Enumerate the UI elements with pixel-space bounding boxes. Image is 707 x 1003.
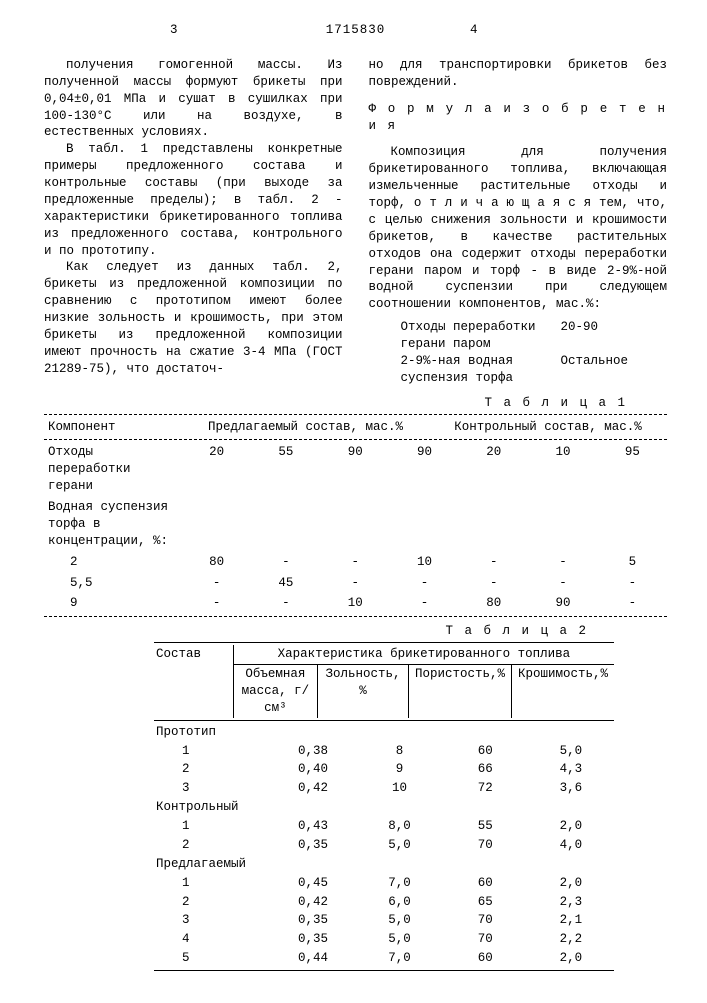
t2-head-char: Характеристика брикетированного топлива bbox=[233, 645, 614, 664]
right-paragraph-1: но для транспортировки брикетов без повр… bbox=[369, 57, 668, 91]
t1-row1-label: Отходы переработки герани bbox=[44, 442, 182, 497]
comp-value-2: Остальное bbox=[561, 353, 646, 387]
table-row: 40,355,0702,2 bbox=[154, 930, 614, 949]
right-paragraph-2: Композиция для получения брикетированног… bbox=[369, 144, 668, 313]
text-columns: получения гомогенной массы. Из полученно… bbox=[44, 57, 667, 387]
table1-label: Т а б л и ц а 1 bbox=[44, 395, 627, 412]
table2-label: Т а б л и ц а 2 bbox=[154, 623, 614, 640]
table-row: 50,447,0602,0 bbox=[154, 949, 614, 968]
t1-head-control: Контрольный состав, мас.% bbox=[429, 417, 667, 438]
t2-h3: Пористость,% bbox=[408, 665, 511, 718]
table-row: 20,426,0652,3 bbox=[154, 893, 614, 912]
patent-page: { "doc_number": "1715830", "page_left": … bbox=[0, 0, 707, 1003]
table-row: 20,409664,3 bbox=[154, 760, 614, 779]
table-row: Прототип bbox=[154, 723, 614, 742]
left-column: получения гомогенной массы. Из полученно… bbox=[44, 57, 343, 387]
table1: Компонент Предлагаемый состав, мас.% Кон… bbox=[44, 414, 667, 618]
formula-title: Ф о р м у л а и з о б р е т е н и я bbox=[369, 101, 668, 135]
table2: Т а б л и ц а 2 Состав Характеристика бр… bbox=[154, 623, 614, 971]
page-number-right: 4 bbox=[470, 22, 478, 39]
table-row: Отходы переработки герани 20 55 90 90 20… bbox=[44, 442, 667, 497]
left-paragraph-1: получения гомогенной массы. Из полученно… bbox=[44, 57, 343, 141]
left-paragraph-2: В табл. 1 представлены конкретные пример… bbox=[44, 141, 343, 259]
table-row: 30,4210723,6 bbox=[154, 779, 614, 798]
t2-head-sostav: Состав bbox=[154, 645, 233, 718]
table-row: 5,5 - 45 - - - - - bbox=[44, 573, 667, 594]
table-row: 30,355,0702,1 bbox=[154, 911, 614, 930]
t2-group-label: Прототип bbox=[154, 723, 614, 742]
right-column: но для транспортировки брикетов без повр… bbox=[369, 57, 668, 387]
t1-head-proposed: Предлагаемый состав, мас.% bbox=[182, 417, 429, 438]
table-row: Водная суспензия торфа в концентрации, %… bbox=[44, 497, 667, 552]
t2-group-label: Предлагаемый bbox=[154, 855, 614, 874]
table-row: 10,457,0602,0 bbox=[154, 874, 614, 893]
left-paragraph-3: Как следует из данных табл. 2, брикеты и… bbox=[44, 259, 343, 377]
t2-h2: Зольность, % bbox=[318, 665, 409, 718]
t2-h1: Объемная масса, г/см³ bbox=[233, 665, 317, 718]
table-row: 10,388605,0 bbox=[154, 742, 614, 761]
comp-value-1: 20-90 bbox=[561, 319, 646, 353]
document-number: 1715830 bbox=[44, 22, 667, 39]
comp-label-2: 2-9%-ная водная суспензия торфа bbox=[401, 353, 561, 387]
table-row: Предлагаемый bbox=[154, 855, 614, 874]
table-row: Контрольный bbox=[154, 798, 614, 817]
page-number-left: 3 bbox=[170, 22, 178, 39]
composition-block: Отходы переработки герани паром 20-90 2-… bbox=[401, 319, 668, 387]
t2-group-label: Контрольный bbox=[154, 798, 614, 817]
t1-head-component: Компонент bbox=[44, 417, 182, 438]
table-row: 9 - - 10 - 80 90 - bbox=[44, 593, 667, 614]
table-row: 10,438,0552,0 bbox=[154, 817, 614, 836]
table-row: 20,355,0704,0 bbox=[154, 836, 614, 855]
comp-label-1: Отходы переработки герани паром bbox=[401, 319, 561, 353]
t2-h4: Крошимость,% bbox=[511, 665, 614, 718]
t1-row2-label: Водная суспензия торфа в концентрации, %… bbox=[44, 497, 182, 552]
table-row: 2 80 - - 10 - - 5 bbox=[44, 552, 667, 573]
